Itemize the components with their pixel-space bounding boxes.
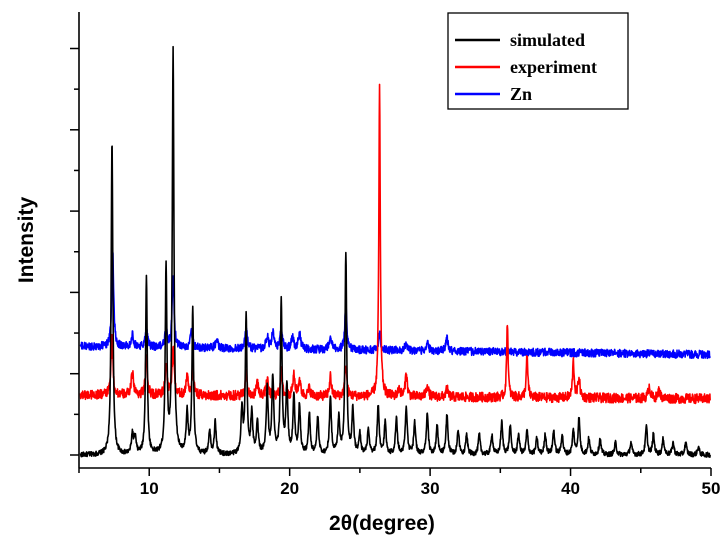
y-axis-label: Intensity	[15, 197, 38, 284]
x-tick-label: 50	[702, 479, 721, 498]
legend: simulated experiment Zn	[447, 12, 629, 110]
series-layer	[79, 45, 711, 458]
legend-label-zn: Zn	[510, 84, 532, 104]
series-line-simulated	[79, 45, 711, 458]
series-line-experiment	[79, 83, 711, 405]
legend-label-experiment: experiment	[510, 57, 597, 77]
series-line-zn	[79, 250, 711, 360]
x-tick-label: 40	[561, 479, 580, 498]
x-axis-label: 2θ(degree)	[329, 512, 435, 535]
axes-layer: 10 20 30 40 50	[70, 12, 720, 498]
legend-box	[447, 12, 629, 110]
x-tick-label: 20	[280, 479, 299, 498]
x-tick-label: 10	[140, 479, 159, 498]
legend-label-simulated: simulated	[510, 30, 585, 50]
x-tick-label: 30	[421, 479, 440, 498]
